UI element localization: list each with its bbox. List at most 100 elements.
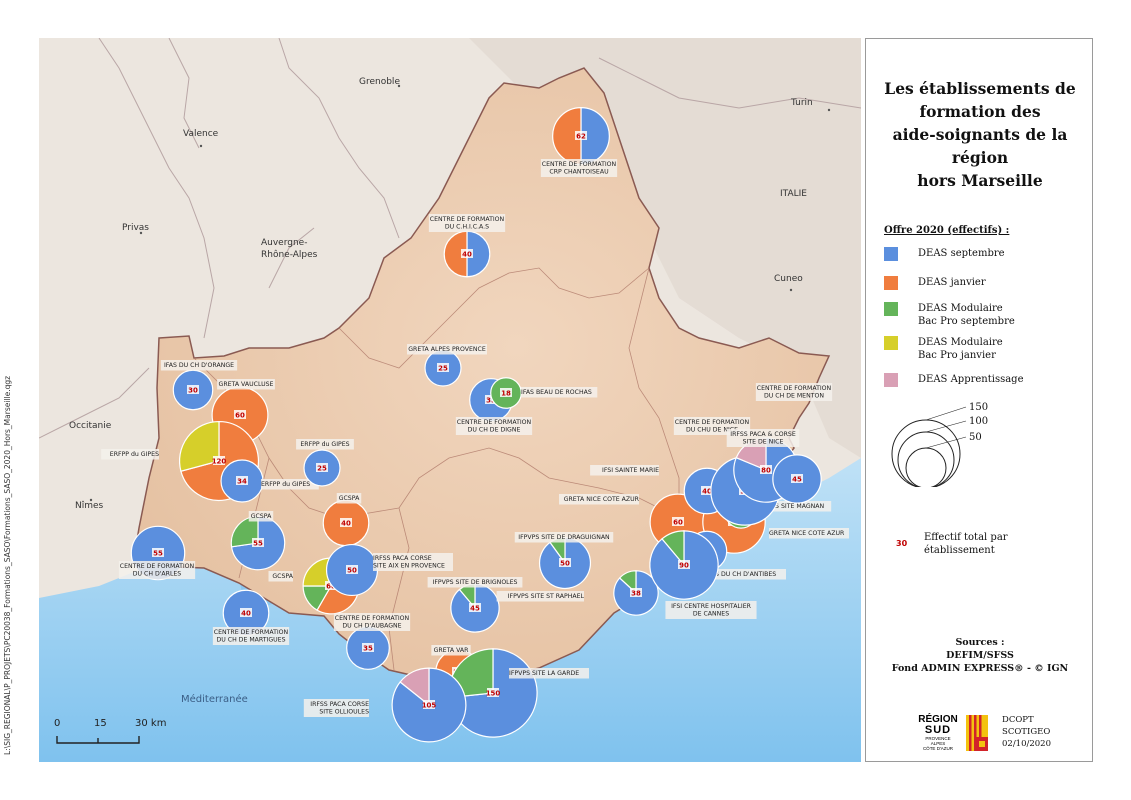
pie-value: 25 <box>438 365 448 373</box>
legend-label: DEAS janvier <box>918 277 986 288</box>
legend-swatch <box>884 247 898 261</box>
pie-label: IFPVPS SITE ST RAPHAEL <box>508 593 585 600</box>
pie-label: DU C.H.I.C.A.S <box>445 224 489 231</box>
pie-slice <box>618 570 637 595</box>
pie-label: IFSI CENTRE HOSPITALIER <box>671 603 752 610</box>
establishment-pie[interactable]: 150 IFPVPS SITE LA GARDE <box>448 648 589 738</box>
pie-label-box <box>217 379 275 390</box>
pie-value: 105 <box>422 702 437 710</box>
pie-label-box <box>336 493 362 504</box>
pie-value: 62 <box>576 133 586 141</box>
establishment-pie[interactable]: 18 IFAS BEAU DE ROCHAS <box>490 377 598 409</box>
pie-label-box <box>373 553 453 571</box>
pie-label: CENTRE DE FORMATION <box>214 629 289 636</box>
pie-label: GCSPA <box>251 513 272 520</box>
place-grenoble: Grenoble <box>359 77 400 87</box>
map-title-line: hors Marseille <box>917 171 1043 190</box>
pie-label-box <box>427 577 523 588</box>
credits: DCOPT SCOTIGEO 02/10/2020 <box>1002 714 1051 750</box>
pie-label-box <box>509 668 589 679</box>
pie-slice <box>399 667 430 707</box>
pie-label: DE CANNES <box>693 611 729 618</box>
pie-value: 40 <box>341 520 351 528</box>
pie-value: 35 <box>486 397 496 405</box>
size-legend: 150 100 50 <box>891 402 988 487</box>
credit-line: DCOPT <box>1002 715 1034 725</box>
establishment-pie[interactable]: 40 GCSPA <box>322 493 370 547</box>
place-mediterranee: Méditerranée <box>181 693 248 705</box>
sea <box>39 458 861 762</box>
pie-label-box <box>755 383 833 401</box>
pie-value: 120 <box>212 458 227 466</box>
pie-value-box <box>469 603 481 612</box>
pie-value: 25 <box>317 465 327 473</box>
pie-label-box <box>665 601 757 619</box>
pie-label: CENTRE DE FORMATION <box>120 563 195 570</box>
pie-value-box <box>362 643 374 652</box>
place-valence: Valence <box>183 129 219 139</box>
pie-label-box <box>521 387 598 398</box>
pie-value: 60 <box>326 583 336 591</box>
pie-value-box <box>152 548 164 557</box>
map-canvas[interactable]: Grenoble Turin Valence ITALIE Privas Auv… <box>39 38 861 762</box>
pie-label-box <box>496 591 584 602</box>
relief-shading <box>469 38 861 458</box>
logo-small: ALPES <box>930 741 946 746</box>
pie-label: DU CH DE MENTON <box>764 393 824 400</box>
establishment-pie[interactable]: 38 IFPVPS SITE ST RAPHAEL <box>496 570 659 616</box>
pie-label: IFPVPS SITE DE BRIGNOLES <box>433 579 518 586</box>
pie-value-box <box>575 131 587 140</box>
pie-value-box <box>316 463 328 472</box>
establishment-pie[interactable]: 25 GRETA ALPES PROVENCE <box>407 344 487 387</box>
size-legend-100: 100 <box>969 416 988 427</box>
place-labels: Grenoble Turin Valence ITALIE Privas Auv… <box>69 77 813 705</box>
place-nimes: Nîmes <box>75 501 104 511</box>
pie-label-box <box>766 501 832 512</box>
place-rhone-alpes: Rhône-Alpes <box>261 249 318 260</box>
pie-value-box <box>701 486 713 495</box>
establishment-pie[interactable]: 30 IFAS DU CH D'ORANGE <box>160 360 238 411</box>
legend-label: DEAS septembre <box>918 248 1005 259</box>
pie-slice <box>391 667 467 743</box>
pie-value-box <box>340 518 352 527</box>
pie-label: IRFSS PACA CORSE <box>310 701 369 708</box>
pie-label: GRETA ALPES PROVENCE <box>408 346 486 353</box>
pie-label: CENTRE DE FORMATION <box>757 385 832 392</box>
pie-value: 40 <box>462 251 472 259</box>
region-sud-emblem-icon <box>966 715 988 751</box>
pie-label: SITE OLLIOULES <box>319 709 369 716</box>
pie-value-box <box>500 388 512 397</box>
pie-label-box <box>514 532 614 543</box>
pie-label: ERFPP du GIPES <box>110 451 159 458</box>
establishment-pie[interactable]: 25 ERFPP du GIPES <box>296 439 354 487</box>
pie-label: GRETA NICE COTE AZUR <box>564 496 640 503</box>
logo-line: RÉGION <box>918 714 958 725</box>
pie-label: IRFSS PACA & CORSE <box>730 431 796 438</box>
legend-swatch <box>884 302 898 316</box>
pie-value-box <box>678 560 690 569</box>
establishment-pie[interactable]: 55 GCSPA <box>230 511 286 571</box>
pie-label-box <box>590 465 659 476</box>
pie-label: CENTRE DE FORMATION <box>430 216 505 223</box>
establishment-pie[interactable]: 34 ERFPP du GIPES <box>220 459 319 503</box>
establishment-pie[interactable]: 50 IFPVPS SITE DE DRAGUIGNAN <box>514 532 614 589</box>
place-cuneo: Cuneo <box>774 274 803 284</box>
pie-value: 18 <box>501 390 511 398</box>
logo-line: SUD <box>924 724 952 736</box>
establishment-pie[interactable]: 45 IFPVPS SITE DE BRIGNOLES <box>427 577 523 633</box>
pie-value: 80 <box>761 467 771 475</box>
pie-value-box <box>187 385 199 394</box>
pie-label: CRP CHANTOISEAU <box>549 169 608 176</box>
pie-slice <box>538 536 592 589</box>
pie-label: ERFPP du GIPES <box>300 441 349 448</box>
scale-bar: 0 15 30 km <box>54 718 166 744</box>
